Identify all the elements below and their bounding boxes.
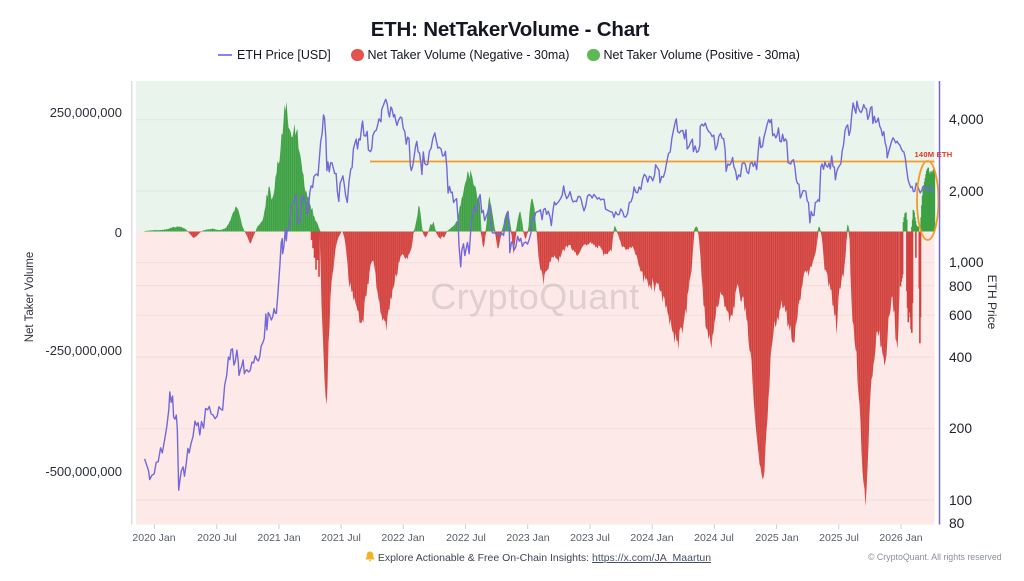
svg-text:CryptoQuant: CryptoQuant — [430, 276, 640, 317]
